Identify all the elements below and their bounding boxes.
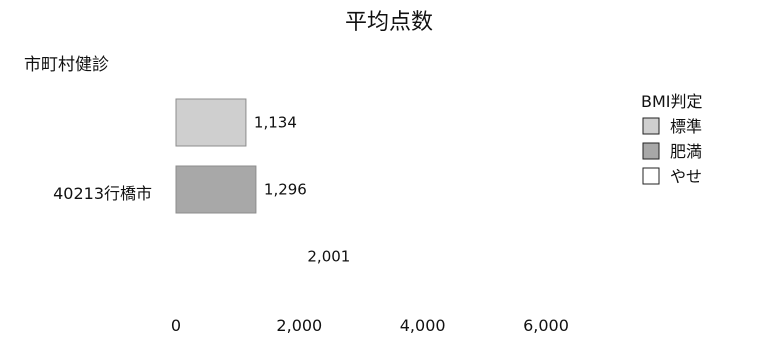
- bars-layer: [175, 98, 300, 280]
- x-tick-label: 4,000: [400, 316, 446, 335]
- data-label: 2,001: [307, 248, 350, 266]
- data-label: 1,134: [254, 114, 297, 132]
- legend-swatch: [642, 117, 660, 135]
- legend-label: 肥満: [670, 142, 702, 161]
- group-title: 市町村健診: [24, 55, 109, 75]
- legend-label: 標準: [670, 117, 702, 136]
- category-label: 40213行橋市: [53, 184, 152, 203]
- x-axis: 0 2,000 4,000 6,000: [171, 316, 569, 335]
- data-label: 1,296: [264, 181, 307, 199]
- x-tick-label: 0: [171, 316, 181, 335]
- legend-label: やせ: [670, 167, 702, 186]
- x-tick-label: 6,000: [523, 316, 569, 335]
- bar-標準: [175, 98, 247, 147]
- x-tick-label: 2,000: [276, 316, 322, 335]
- legend-swatch: [642, 142, 660, 160]
- bar-やせ: [176, 233, 300, 280]
- chart-title: 平均点数: [345, 10, 433, 35]
- legend-swatch: [642, 167, 660, 185]
- legend-title: BMI判定: [641, 92, 703, 111]
- bar-肥満: [175, 165, 257, 214]
- data-labels-layer: 1,134 1,296 2,001: [254, 114, 350, 266]
